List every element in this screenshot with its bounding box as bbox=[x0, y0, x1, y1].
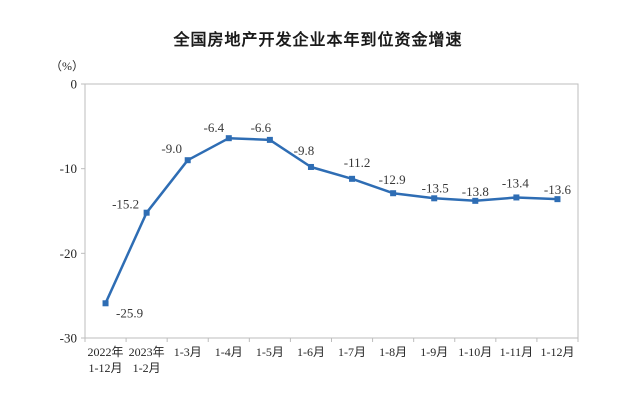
data-point-label: -15.2 bbox=[112, 197, 139, 212]
x-axis-category-label: 2022年 bbox=[88, 345, 124, 359]
data-point-marker bbox=[102, 300, 109, 307]
data-line bbox=[104, 136, 559, 305]
x-axis-category-label: 1-5月 bbox=[256, 345, 284, 359]
data-point-marker bbox=[184, 157, 191, 164]
x-axis-category-label: 1-9月 bbox=[420, 345, 448, 359]
data-point-marker bbox=[431, 195, 438, 202]
data-point-marker bbox=[554, 196, 561, 203]
data-point-marker bbox=[390, 190, 397, 197]
data-point-marker bbox=[225, 135, 232, 142]
y-axis-tick-label: -20 bbox=[60, 246, 77, 261]
x-axis-category-label: 1-6月 bbox=[297, 345, 325, 359]
y-axis-tick-label: -30 bbox=[60, 331, 77, 346]
data-point-marker bbox=[307, 163, 314, 170]
data-point-label: -11.2 bbox=[344, 155, 371, 170]
x-axis-category-label: 1-12月 bbox=[89, 361, 123, 375]
data-point-marker bbox=[143, 209, 150, 216]
data-point-marker bbox=[472, 197, 479, 204]
x-axis-category-label: 1-3月 bbox=[174, 345, 202, 359]
data-point-label: -9.0 bbox=[161, 141, 182, 156]
data-point-label: -12.9 bbox=[379, 172, 406, 187]
x-axis-category-label: 1-8月 bbox=[379, 345, 407, 359]
x-axis-category-label: 1-4月 bbox=[215, 345, 243, 359]
y-axis-unit-label: （%） bbox=[50, 59, 84, 73]
data-point-label: -6.6 bbox=[251, 120, 272, 135]
data-point-label: -9.8 bbox=[294, 143, 315, 158]
data-point-marker bbox=[349, 175, 356, 182]
x-axis-category-label: 1-11月 bbox=[500, 345, 534, 359]
plot-frame bbox=[84, 83, 579, 339]
y-axis-tick-label: 0 bbox=[71, 77, 78, 92]
data-point-label: -6.4 bbox=[203, 120, 224, 135]
y-axis-tick-label: -10 bbox=[60, 161, 77, 176]
x-axis-category-label: 1-10月 bbox=[458, 345, 492, 359]
data-point-label: -13.4 bbox=[502, 175, 530, 190]
chart-title: 全国房地产开发企业本年到位资金增速 bbox=[173, 32, 463, 49]
data-point-label: -25.9 bbox=[116, 305, 143, 320]
x-axis-category-label: 1-7月 bbox=[338, 345, 366, 359]
data-point-label: -13.6 bbox=[544, 182, 572, 197]
data-point-marker bbox=[513, 194, 520, 201]
x-axis-category-label: 2023年 bbox=[129, 345, 165, 359]
data-point-marker bbox=[266, 136, 273, 143]
x-axis-category-label: 1-12月 bbox=[540, 345, 574, 359]
x-axis-category-label: 1-2月 bbox=[133, 361, 161, 375]
data-point-label: -13.8 bbox=[462, 184, 489, 199]
data-point-label: -13.5 bbox=[422, 180, 449, 195]
